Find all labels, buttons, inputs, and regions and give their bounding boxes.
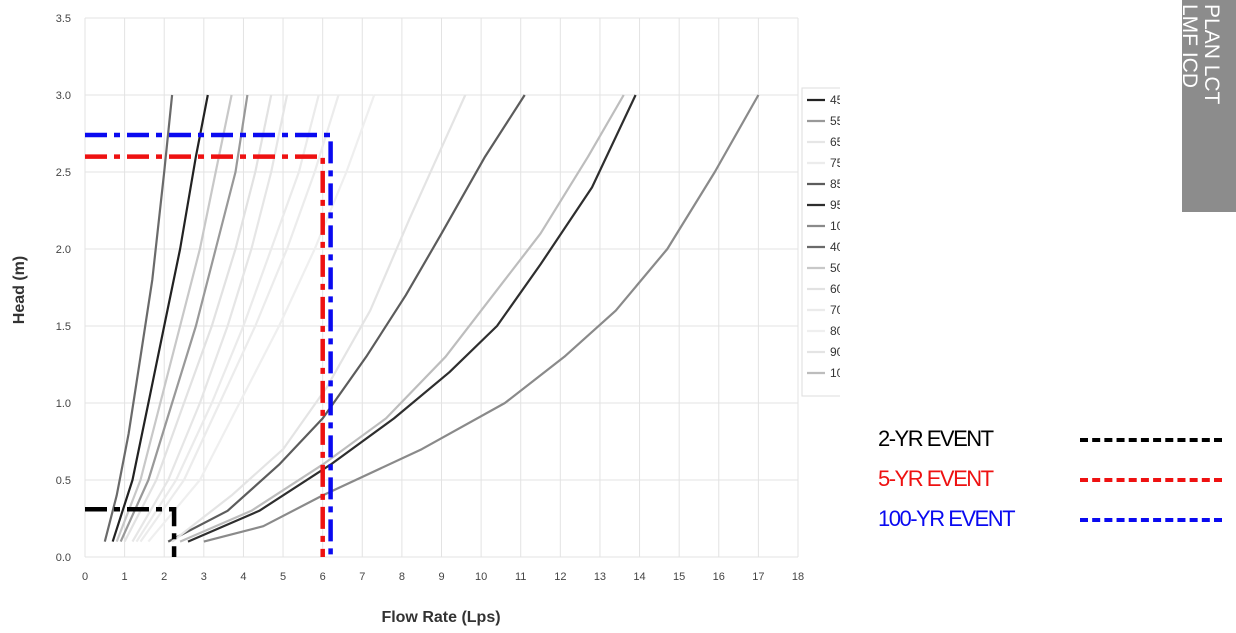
x-tick-label: 0	[82, 571, 88, 583]
legend-label-105: 105	[830, 219, 840, 233]
series-line-85	[167, 94, 526, 543]
event-reference-lines	[85, 132, 333, 557]
y-tick-label: 3.0	[56, 90, 71, 102]
legend-label-90: 90	[830, 345, 840, 359]
x-tick-label: 14	[633, 571, 645, 583]
event-swatch-5yr	[1080, 478, 1222, 482]
event-legend-row-5yr: 5-YR EVENT	[878, 464, 1228, 504]
x-tick-label: 5	[280, 571, 286, 583]
legend-label-65: 65	[830, 135, 840, 149]
legend-box	[801, 87, 840, 397]
event-swatch-100yr	[1080, 518, 1222, 522]
x-tick-label: 16	[713, 571, 725, 583]
legend-label-100: 100	[830, 366, 840, 380]
side-tab-text: PLAN LCT LMF ICD	[1182, 4, 1223, 105]
y-tick-label: 2.0	[56, 244, 71, 256]
event-swatch-2yr	[1080, 438, 1222, 442]
event-label-2yr: 2-YR EVENT	[878, 426, 994, 451]
legend-label-75: 75	[830, 156, 840, 170]
legend-label-45: 45	[830, 93, 840, 107]
event-legend-row-2yr: 2-YR EVENT	[878, 424, 1228, 464]
side-tab-line-1: PLAN LCT	[1200, 4, 1223, 105]
series-line-50	[115, 94, 233, 542]
y-tick-label: 1.0	[56, 398, 71, 410]
series-line-60	[123, 94, 273, 543]
x-tick-label: 8	[399, 571, 405, 583]
legend-label-55: 55	[830, 114, 840, 128]
y-tick-label: 3.5	[56, 13, 71, 25]
series-line-80	[147, 94, 376, 543]
legend-label-85: 85	[830, 177, 840, 191]
y-tick-labels: 0.0 0.5 1.0 1.5 2.0 2.5 3.0 3.5	[56, 13, 71, 564]
event-legend: 2-YR EVENT 5-YR EVENT 100-YR EVENT	[878, 424, 1228, 544]
head-flow-chart: 0.00.51.01.52.02.53.03.5 0 1 2 3 4 5 6 7 8 9 10 11 1…	[11, 13, 840, 626]
side-tab: PLAN LCT LMF ICD	[1182, 0, 1236, 212]
y-tick-label: 1.5	[56, 321, 71, 333]
y-axis-title: Head (m)	[11, 256, 28, 324]
x-tick-label: 9	[438, 571, 444, 583]
y-tick-label: 0.0	[56, 552, 71, 564]
y-tick-label: 2.5	[56, 167, 71, 179]
series-legend: 45 55 65 75 85 95 105 40 50 60 70 80 90 100	[801, 87, 840, 397]
x-tick-label: 17	[752, 571, 764, 583]
legend-label-50: 50	[830, 261, 840, 275]
x-tick-label: 13	[594, 571, 606, 583]
x-tick-label: 1	[122, 571, 128, 583]
legend-label-80: 80	[830, 324, 840, 338]
series-line-75	[139, 94, 340, 543]
grid	[84, 17, 799, 558]
reference-line-2-yr	[85, 507, 177, 557]
series-line-45	[111, 94, 209, 542]
x-tick-label: 7	[359, 571, 365, 583]
series-lines	[103, 94, 760, 543]
x-axis-title: Flow Rate (Lps)	[381, 609, 500, 626]
series-line-90	[171, 94, 467, 543]
x-tick-label: 11	[515, 571, 526, 583]
x-tick-label: 12	[554, 571, 566, 583]
series-line-105	[203, 94, 760, 543]
x-tick-label: 18	[792, 571, 804, 583]
event-label-5yr: 5-YR EVENT	[878, 466, 994, 491]
x-tick-label: 15	[673, 571, 685, 583]
legend-label-40: 40	[830, 240, 840, 254]
series-line-95	[187, 94, 637, 543]
legend-label-60: 60	[830, 282, 840, 296]
series-line-65	[131, 94, 289, 543]
legend-label-95: 95	[830, 198, 840, 212]
x-tick-label: 4	[240, 571, 246, 583]
series-line-55	[119, 94, 249, 543]
y-tick-label: 0.5	[56, 475, 71, 487]
x-tick-labels: 0 1 2 3 4 5 6 7 8 9 10 11 12 13 14 15 16 17 18	[82, 571, 804, 583]
event-legend-row-100yr: 100-YR EVENT	[878, 504, 1228, 544]
side-tab-line-2: LMF ICD	[1182, 4, 1201, 88]
reference-line-100-yr	[85, 132, 333, 557]
reference-line-5-yr	[85, 154, 325, 557]
series-line-70	[135, 94, 320, 543]
series-line-100	[179, 94, 625, 543]
series-line-40	[103, 94, 174, 542]
x-tick-label: 6	[320, 571, 326, 583]
x-tick-label: 10	[475, 571, 487, 583]
x-tick-label: 2	[161, 571, 167, 583]
event-label-100yr: 100-YR EVENT	[878, 506, 1016, 531]
legend-label-70: 70	[830, 303, 840, 317]
x-tick-label: 3	[201, 571, 207, 583]
